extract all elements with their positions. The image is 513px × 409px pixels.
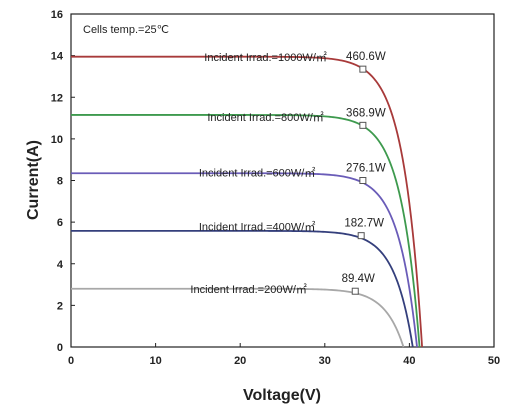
x-tick-label: 0 — [68, 355, 74, 367]
mpp-marker — [359, 177, 367, 184]
y-tick-label: 8 — [57, 176, 63, 188]
mpp-marker — [351, 287, 359, 295]
cells-temp-annotation: Cells temp.=25℃ — [83, 24, 169, 36]
series-label: Incident Irrad.=200W/㎡ — [190, 283, 306, 296]
mpp-marker — [359, 65, 367, 73]
y-tick-label: 12 — [51, 92, 63, 104]
iv-curve-2 — [71, 172, 418, 348]
series-label: Incident Irrad.=1000W/㎡ — [204, 51, 327, 64]
y-tick-label: 16 — [51, 9, 63, 21]
power-label: 368.9W — [346, 107, 386, 119]
x-tick-label: 50 — [488, 355, 500, 367]
curves-layer — [71, 55, 423, 348]
x-tick-label: 10 — [149, 355, 161, 367]
iv-curve-0 — [71, 55, 423, 348]
x-tick-label: 20 — [234, 355, 246, 367]
x-axis-title: Voltage(V) — [243, 387, 321, 404]
y-tick-label: 10 — [51, 134, 63, 146]
y-tick-label: 2 — [57, 300, 63, 312]
mpp-marker — [359, 121, 367, 129]
iv-curve-3 — [71, 229, 414, 348]
y-tick-label: 0 — [57, 342, 63, 354]
series-label: Incident Irrad.=600W/㎡ — [199, 166, 315, 179]
y-tick-label: 14 — [51, 51, 64, 63]
labels-layer: 460.6W Incident Irrad.=1000W/㎡ 368.9W Incid… — [190, 51, 385, 296]
series-label: Incident Irrad.=400W/㎡ — [199, 220, 315, 233]
series-label: Incident Irrad.=800W/㎡ — [207, 111, 323, 124]
x-tick-label: 30 — [319, 355, 331, 367]
axis-ticks: 0 10 20 30 40 50 0 2 4 6 8 10 12 14 16 — [51, 9, 500, 367]
y-tick-label: 6 — [57, 217, 63, 229]
power-label: 89.4W — [342, 273, 375, 285]
power-label: 460.6W — [346, 51, 386, 63]
y-tick-label: 4 — [57, 259, 64, 271]
plot-frame — [70, 13, 495, 348]
power-label: 276.1W — [346, 163, 386, 175]
power-label: 182.7W — [344, 218, 384, 230]
x-tick-label: 40 — [403, 355, 415, 367]
y-axis-title: Current(A) — [25, 140, 42, 220]
mpp-marker — [357, 232, 365, 240]
iv-curve-4 — [71, 287, 405, 348]
